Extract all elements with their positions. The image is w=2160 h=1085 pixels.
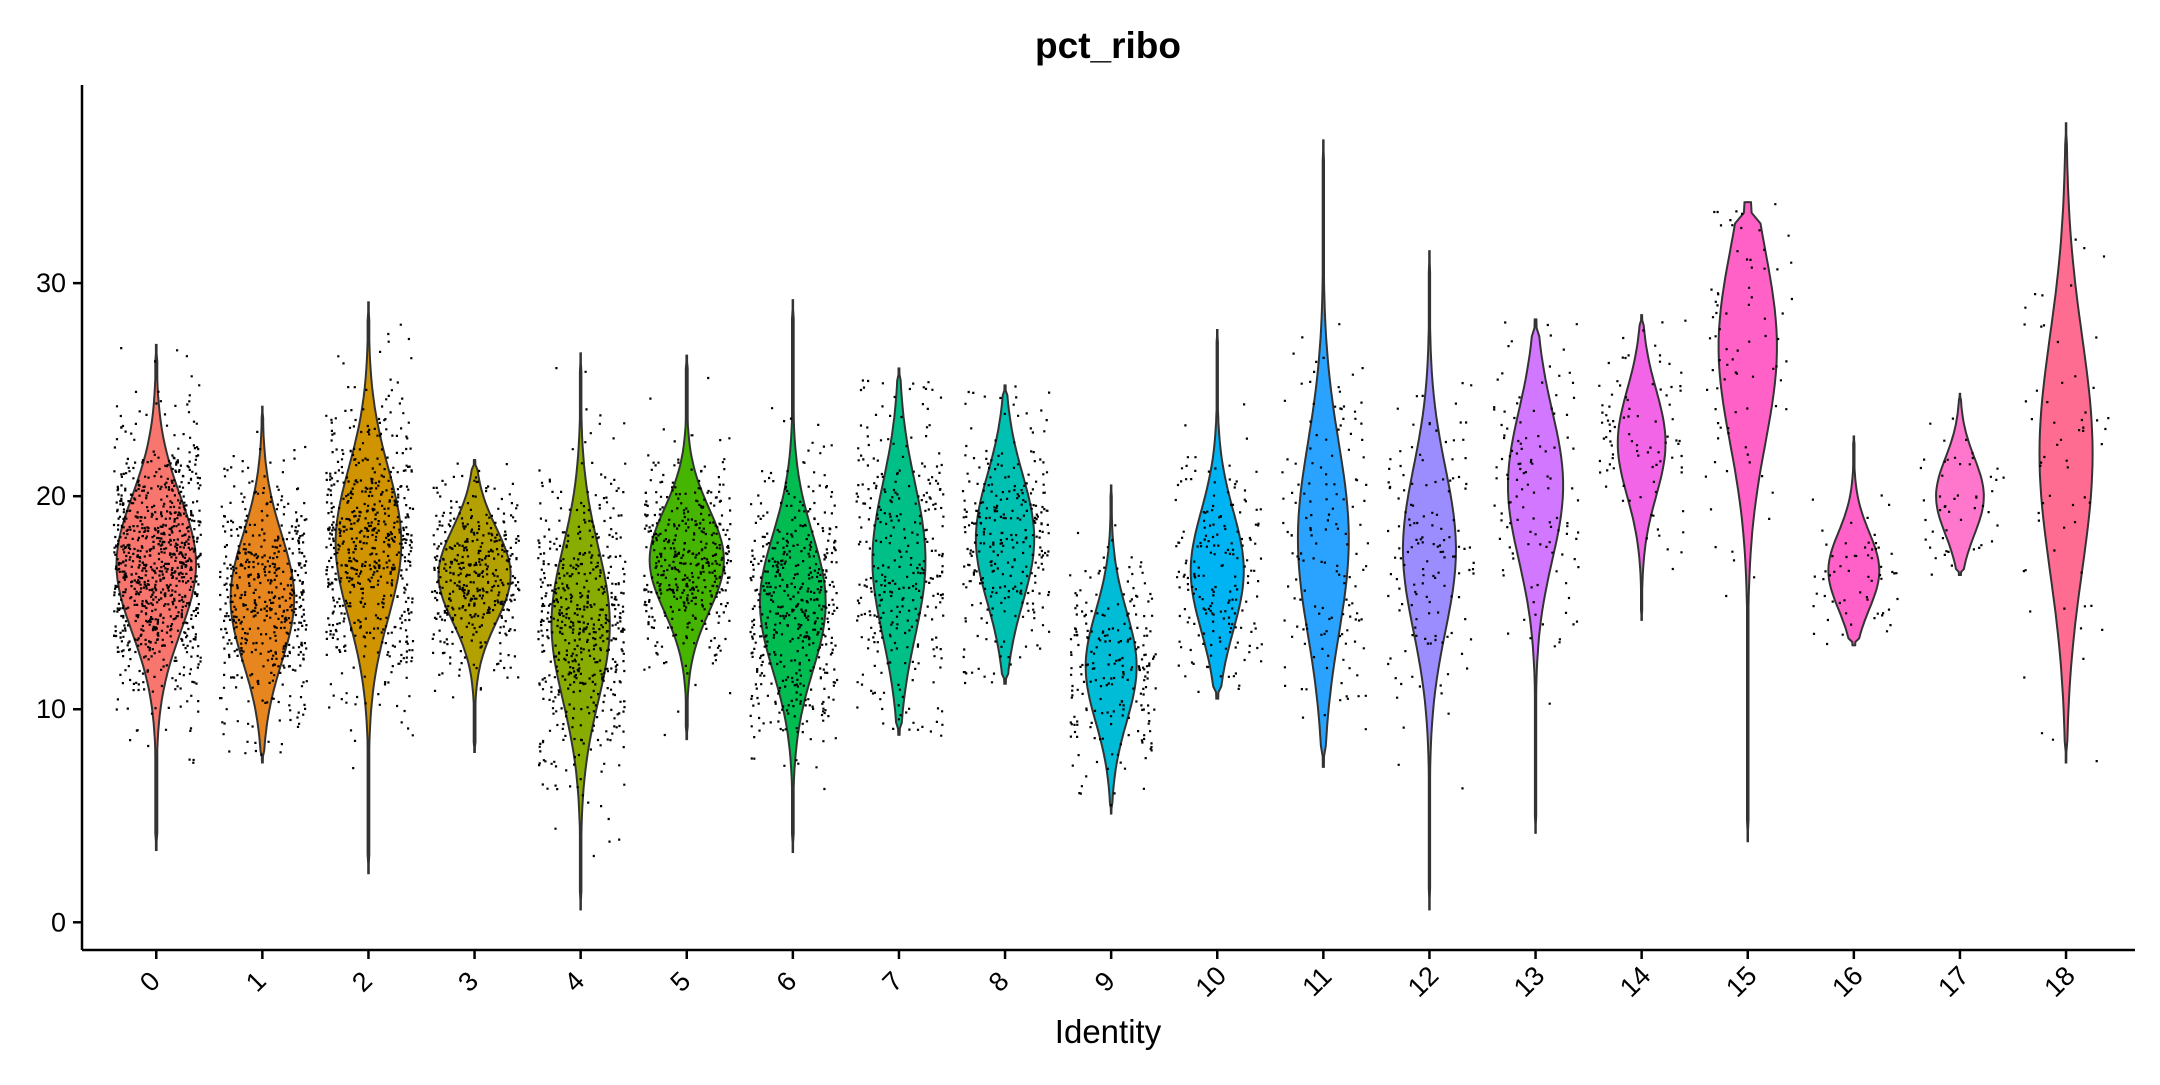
y-tick-label-30: 30 xyxy=(36,268,66,298)
violin-14 xyxy=(1616,314,1667,621)
violin-15 xyxy=(1717,201,1778,843)
x-tick-label-10: 10 xyxy=(1190,960,1232,1002)
x-tick-label-17: 17 xyxy=(1932,960,1974,1002)
jitter-points-13 xyxy=(1493,321,1580,705)
violin-5 xyxy=(648,354,725,741)
violin-1 xyxy=(229,405,296,764)
x-tick-label-16: 16 xyxy=(1826,960,1868,1002)
violin-17 xyxy=(1935,392,1985,577)
x-tick-label-0: 0 xyxy=(134,966,166,998)
x-tick-label-8: 8 xyxy=(983,966,1015,998)
x-tick-label-9: 9 xyxy=(1089,966,1121,998)
jitter-points-layer xyxy=(112,203,2110,858)
x-tick-label-3: 3 xyxy=(452,966,484,998)
violin-16 xyxy=(1827,435,1881,647)
jitter-points-5 xyxy=(643,376,732,737)
violin-layer xyxy=(115,122,2094,911)
jitter-points-3 xyxy=(431,462,521,699)
violin-11 xyxy=(1296,139,1350,768)
x-tick-label-2: 2 xyxy=(346,966,378,998)
violin-18 xyxy=(2038,122,2094,764)
violin-2 xyxy=(334,301,403,875)
x-tick-label-5: 5 xyxy=(664,966,696,998)
violin-9 xyxy=(1084,484,1138,815)
x-tick-label-11: 11 xyxy=(1296,961,1337,1002)
x-tick-label-12: 12 xyxy=(1402,960,1444,1002)
violin-4 xyxy=(550,352,611,911)
y-tick-label-20: 20 xyxy=(36,481,66,511)
violin-6 xyxy=(758,299,827,854)
x-tick-label-6: 6 xyxy=(771,966,803,998)
jitter-points-1 xyxy=(219,430,308,756)
x-tick-label-15: 15 xyxy=(1720,960,1762,1002)
violin-10 xyxy=(1189,328,1245,700)
jitter-points-9 xyxy=(1069,524,1157,807)
jitter-points-8 xyxy=(961,385,1051,685)
x-axis-label: Identity xyxy=(1055,1013,1162,1050)
x-tick-label-4: 4 xyxy=(558,966,590,998)
y-tick-label-0: 0 xyxy=(51,907,66,937)
y-tick-label-10: 10 xyxy=(36,694,66,724)
violin-8 xyxy=(974,384,1036,685)
jitter-points-2 xyxy=(325,323,415,770)
x-tick-label-18: 18 xyxy=(2038,960,2080,1002)
chart-title: pct_ribo xyxy=(1035,25,1181,66)
x-tick-label-14: 14 xyxy=(1614,960,1656,1002)
jitter-points-11 xyxy=(1281,323,1369,731)
jitter-points-12 xyxy=(1387,382,1475,790)
x-tick-label-13: 13 xyxy=(1508,960,1550,1002)
x-tick-label-7: 7 xyxy=(877,966,909,998)
violin-12 xyxy=(1401,250,1458,911)
x-tick-label-1: 1 xyxy=(240,966,272,998)
violin-13 xyxy=(1507,318,1565,834)
